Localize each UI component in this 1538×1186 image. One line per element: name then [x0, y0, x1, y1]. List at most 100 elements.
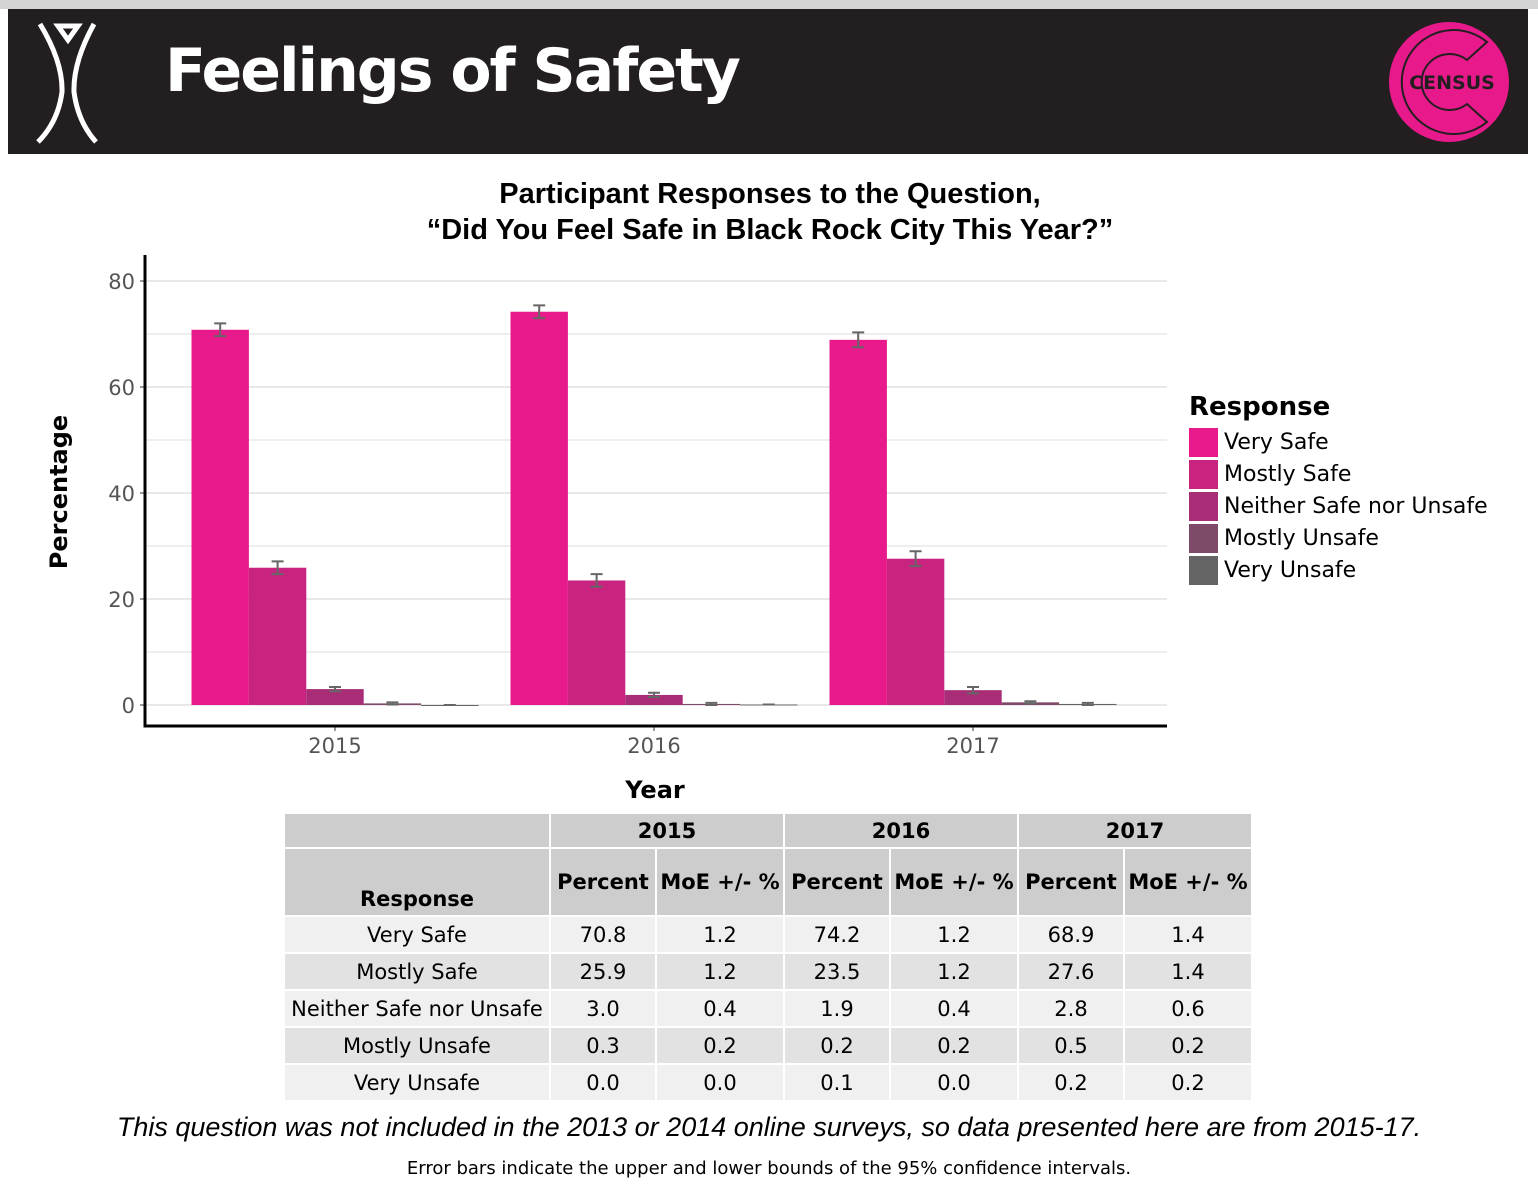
table-cell: 0.2 — [1125, 1028, 1251, 1063]
legend-item: Very Safe — [1189, 426, 1488, 458]
y-tick-label: 40 — [108, 482, 135, 506]
table-cell: 1.2 — [891, 917, 1017, 952]
moe-header: MoE +/- % — [891, 849, 1017, 915]
error-bar-note: Error bars indicate the upper and lower … — [406, 1158, 1132, 1179]
table-cell: 0.0 — [657, 1065, 783, 1100]
legend-swatch — [1189, 555, 1218, 585]
error-bar — [533, 304, 546, 320]
row-label: Mostly Unsafe — [285, 1028, 549, 1063]
bar — [944, 690, 1002, 705]
error-bar — [705, 701, 718, 706]
table-cell: 0.2 — [657, 1028, 783, 1063]
table-cell: 1.2 — [657, 917, 783, 952]
y-tick-label: 80 — [108, 270, 135, 294]
percent-header: Percent — [785, 849, 889, 915]
data-table: 2015 2016 2017 Response Percent MoE +/- … — [283, 812, 1253, 1102]
x-tick-label: 2016 — [627, 734, 680, 758]
table-cell: 1.9 — [785, 991, 889, 1026]
table-row: Neither Safe nor Unsafe 3.0 0.4 1.9 0.4 2.8 0.… — [285, 991, 1251, 1026]
error-bar — [386, 701, 399, 706]
legend-label: Very Safe — [1224, 429, 1329, 455]
legend-swatch — [1189, 459, 1218, 489]
table-cell: 1.4 — [1125, 954, 1251, 989]
bar-chart: Percentage Year 0 20 40 60 80 2015 2016 2017 — [45, 255, 1167, 804]
table-cell: 68.9 — [1019, 917, 1123, 952]
bar — [886, 558, 945, 705]
legend-item: Very Unsafe — [1189, 554, 1488, 586]
legend-title: Response — [1189, 392, 1331, 422]
error-bar — [1024, 700, 1037, 705]
bar — [567, 580, 626, 705]
error-bar — [909, 550, 922, 568]
error-bar — [967, 685, 979, 695]
error-bar — [648, 691, 660, 699]
error-bar — [214, 322, 227, 338]
table-row: Mostly Safe 25.9 1.2 23.5 1.2 27.6 1.4 — [285, 954, 1251, 989]
top-border — [0, 0, 1538, 9]
table-row: Mostly Unsafe 0.3 0.2 0.2 0.2 0.5 0.2 — [285, 1028, 1251, 1063]
table-cell: 0.6 — [1125, 991, 1251, 1026]
y-tick-label: 0 — [122, 694, 135, 718]
table-cell: 0.2 — [891, 1028, 1017, 1063]
legend-item: Neither Safe nor Unsafe — [1189, 490, 1488, 522]
row-label: Very Safe — [285, 917, 549, 952]
page-title: Feelings of Safety — [165, 36, 741, 106]
bar — [625, 694, 683, 705]
burning-man-logo-icon — [36, 22, 98, 144]
table-cell: 74.2 — [785, 917, 889, 952]
table-cell: 0.2 — [785, 1028, 889, 1063]
table-cell: 0.2 — [1125, 1065, 1251, 1100]
table-cell: 0.5 — [1019, 1028, 1123, 1063]
legend-item: Mostly Unsafe — [1189, 522, 1488, 554]
table-cell: 1.2 — [657, 954, 783, 989]
bar — [248, 567, 307, 705]
legend-swatch — [1189, 427, 1218, 457]
error-bar — [329, 685, 341, 693]
legend-label: Neither Safe nor Unsafe — [1224, 493, 1488, 519]
footnote: This question was not included in the 20… — [116, 1112, 1422, 1142]
table-row: Very Safe 70.8 1.2 74.2 1.2 68.9 1.4 — [285, 917, 1251, 952]
moe-header: MoE +/- % — [1125, 849, 1251, 915]
legend-swatch — [1189, 523, 1218, 553]
table-cell: 0.4 — [657, 991, 783, 1026]
table-cell: 25.9 — [551, 954, 655, 989]
bar — [306, 689, 364, 705]
table-cell: 27.6 — [1019, 954, 1123, 989]
chart-title-line1: Participant Responses to the Question, — [499, 178, 1041, 210]
table-cell: 1.4 — [1125, 917, 1251, 952]
legend: Response Very Safe Mostly Safe Neither Saf… — [1189, 392, 1488, 586]
table-cell: 70.8 — [551, 917, 655, 952]
axes — [143, 255, 1167, 728]
x-tick-label: 2017 — [946, 734, 999, 758]
year-header: 2015 — [551, 814, 783, 847]
error-bar — [271, 560, 284, 576]
response-header: Response — [285, 849, 549, 915]
row-label: Very Unsafe — [285, 1065, 549, 1100]
bar — [191, 329, 249, 705]
table-row: Very Unsafe 0.0 0.0 0.1 0.0 0.2 0.2 — [285, 1065, 1251, 1100]
year-header: 2017 — [1019, 814, 1251, 847]
table-cell: 2.8 — [1019, 991, 1123, 1026]
error-bar — [852, 331, 865, 349]
table-cell: 0.0 — [551, 1065, 655, 1100]
moe-header: MoE +/- % — [657, 849, 783, 915]
table-cell: 0.3 — [551, 1028, 655, 1063]
x-axis-label: Year — [624, 776, 685, 804]
table-cell: 0.2 — [1019, 1065, 1123, 1100]
table-corner — [285, 814, 549, 847]
table-cell: 0.1 — [785, 1065, 889, 1100]
census-logo-text: CENSUS — [1409, 72, 1495, 94]
bar — [510, 311, 568, 705]
legend-item: Mostly Safe — [1189, 458, 1488, 490]
legend-label: Mostly Safe — [1224, 461, 1352, 487]
y-tick-label: 60 — [108, 376, 135, 400]
table-cell: 0.0 — [891, 1065, 1017, 1100]
error-bar — [1081, 701, 1094, 706]
bar — [829, 339, 887, 705]
table-cell: 1.2 — [891, 954, 1017, 989]
row-label: Mostly Safe — [285, 954, 549, 989]
header — [8, 9, 1528, 154]
table-cell: 3.0 — [551, 991, 655, 1026]
table-cell: 0.4 — [891, 991, 1017, 1026]
y-tick-label: 20 — [108, 588, 135, 612]
